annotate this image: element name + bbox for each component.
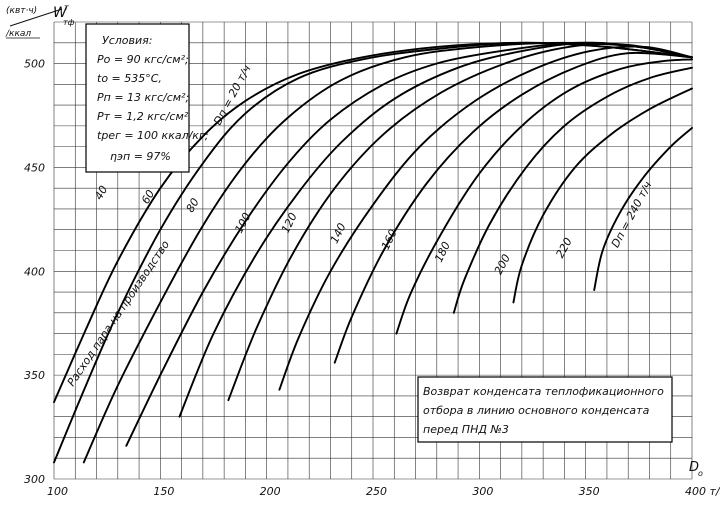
series-line <box>512 87 693 304</box>
conditions-box: Условия: Ро = 90 кгс/см²; tо = 535°C, Рп… <box>85 23 208 173</box>
condition-line: tо = 535°C, <box>97 72 162 85</box>
condition-line: ηэп = 97% <box>110 150 171 163</box>
series-label: 140 <box>328 221 349 246</box>
series-line <box>452 66 693 314</box>
x-tick-label: 150 <box>153 485 174 498</box>
condition-line: tрег = 100 ккал/кг; <box>97 129 208 142</box>
series-label: 220 <box>553 236 574 261</box>
series-line <box>178 41 693 418</box>
series-label: 200 <box>492 252 513 277</box>
condition-line: Рт = 1,2 кгс/см² <box>97 110 189 123</box>
series-label: 60 <box>139 188 157 207</box>
note-line: Возврат конденсата теплофикационного <box>423 385 664 398</box>
y-symbol-sup: т <box>64 3 69 12</box>
series-line <box>593 126 693 291</box>
conditions-title: Условия: <box>102 34 152 47</box>
x-tick-label: 300 <box>472 485 493 498</box>
y-unit-top: (квт·ч) <box>6 6 37 16</box>
y-tick-label: 450 <box>24 161 45 174</box>
series-line <box>333 51 693 364</box>
condition-line: Ро = 90 кгс/см²; <box>97 53 189 66</box>
x-tick-label: 100 <box>47 485 68 498</box>
x-tick-label: 350 <box>579 485 600 498</box>
y-tick-label: 300 <box>24 473 45 486</box>
y-tick-label: 500 <box>24 58 45 71</box>
series-line <box>278 45 693 391</box>
series-label: Dп = 240 т/ч <box>609 179 655 250</box>
y-symbol: W <box>53 5 68 21</box>
series-label: Dп = 20 т/ч <box>211 63 254 128</box>
x-symbol-sub: o <box>698 469 703 478</box>
note-box: Возврат конденсата теплофикационного отб… <box>417 376 673 443</box>
y-unit-slash <box>9 8 63 27</box>
tick-labels: 100 150 200 250 300 350 400 т/ч 300 350 400 450 500 <box>24 58 720 498</box>
series-curves <box>53 41 693 464</box>
series-label: 40 <box>92 183 110 202</box>
condition-line: Рп = 13 кгс/см²; <box>97 91 189 104</box>
x-tick-label: 250 <box>366 485 387 498</box>
y-symbol-sub: тф <box>63 18 75 27</box>
series-label: 80 <box>184 196 202 215</box>
x-tick-label: 200 <box>260 485 281 498</box>
x-tick-label: 400 т/ч <box>685 485 720 498</box>
note-line: отбора в линию основного конденсата <box>423 404 650 417</box>
series-line <box>395 58 693 335</box>
x-symbol: D <box>689 460 699 475</box>
series-label: 160 <box>379 227 400 252</box>
y-unit-bottom: /ккал <box>5 29 31 39</box>
series-line <box>227 42 693 402</box>
note-line: перед ПНД №3 <box>423 423 509 436</box>
y-tick-label: 400 <box>24 265 45 278</box>
y-tick-label: 350 <box>24 369 45 382</box>
